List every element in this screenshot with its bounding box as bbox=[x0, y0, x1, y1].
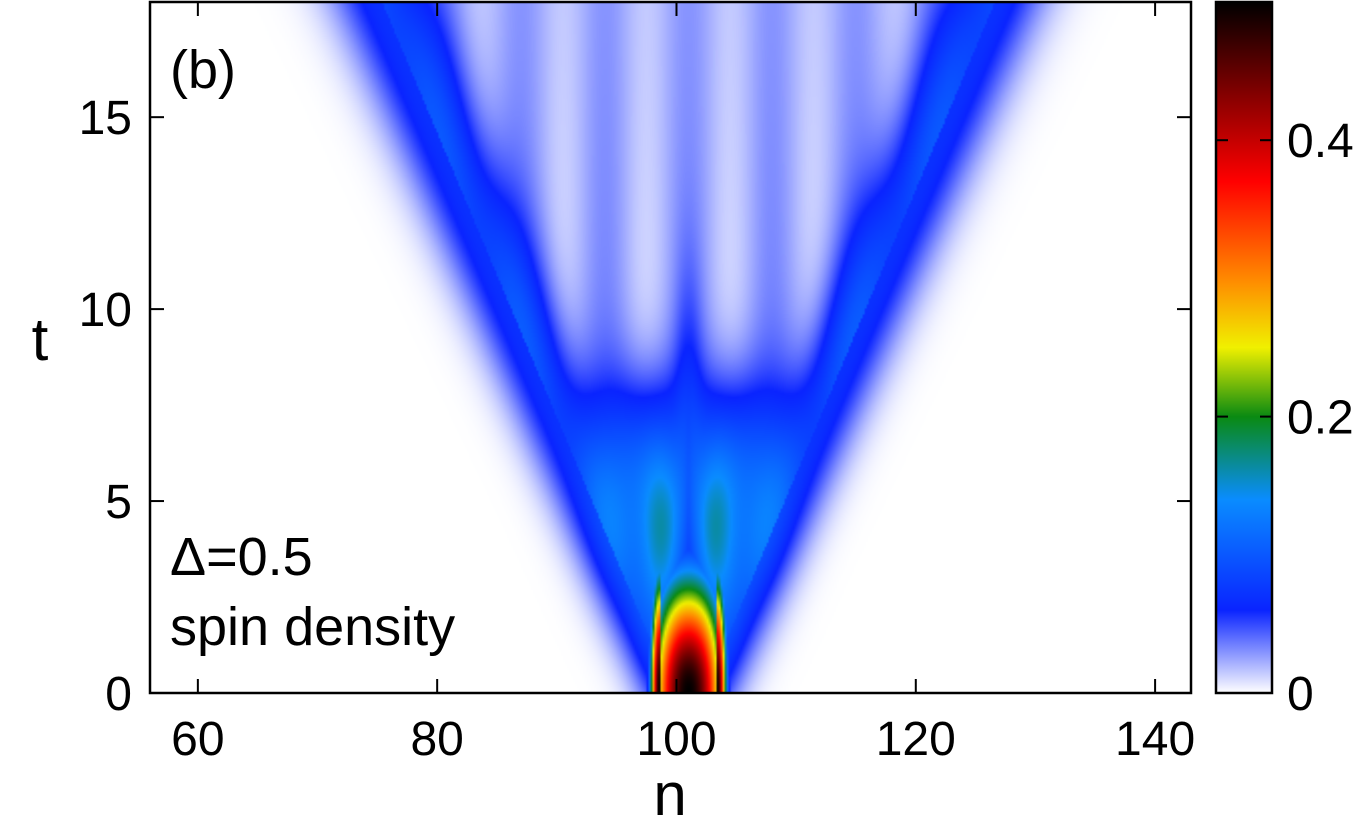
heatmap-image bbox=[150, 2, 1191, 693]
colorbar: 0 0.2 0.4 bbox=[1214, 0, 1354, 721]
x-axis-label: n bbox=[653, 761, 686, 817]
delta-annotation: Δ=0.5 bbox=[170, 527, 313, 587]
colorbar-ticks: 0 0.2 0.4 bbox=[1216, 115, 1354, 721]
y-tick-label: 15 bbox=[79, 92, 132, 145]
panel-label: (b) bbox=[170, 40, 236, 100]
colorbar-gradient bbox=[1214, 0, 1274, 695]
colorbar-tick-label: 0 bbox=[1287, 668, 1314, 721]
x-tick-label: 80 bbox=[410, 713, 463, 766]
x-tick-label: 60 bbox=[171, 713, 224, 766]
heatmap-field bbox=[150, 2, 1191, 693]
y-tick-label: 10 bbox=[79, 284, 132, 337]
y-tick-label: 0 bbox=[105, 668, 132, 721]
colorbar-tick-label: 0.2 bbox=[1287, 392, 1354, 445]
y-axis-ticks: 0 5 10 15 bbox=[79, 92, 1191, 721]
x-tick-label: 120 bbox=[876, 713, 956, 766]
y-axis-label: t bbox=[32, 306, 49, 373]
colorbar-tick-label: 0.4 bbox=[1287, 115, 1354, 168]
plot-frame bbox=[148, 0, 1193, 695]
x-tick-label: 100 bbox=[636, 713, 716, 766]
x-tick-label: 140 bbox=[1115, 713, 1195, 766]
x-axis-ticks: 60 80 100 120 140 bbox=[171, 2, 1195, 766]
y-tick-label: 5 bbox=[105, 476, 132, 529]
spin-density-annotation: spin density bbox=[170, 597, 455, 657]
